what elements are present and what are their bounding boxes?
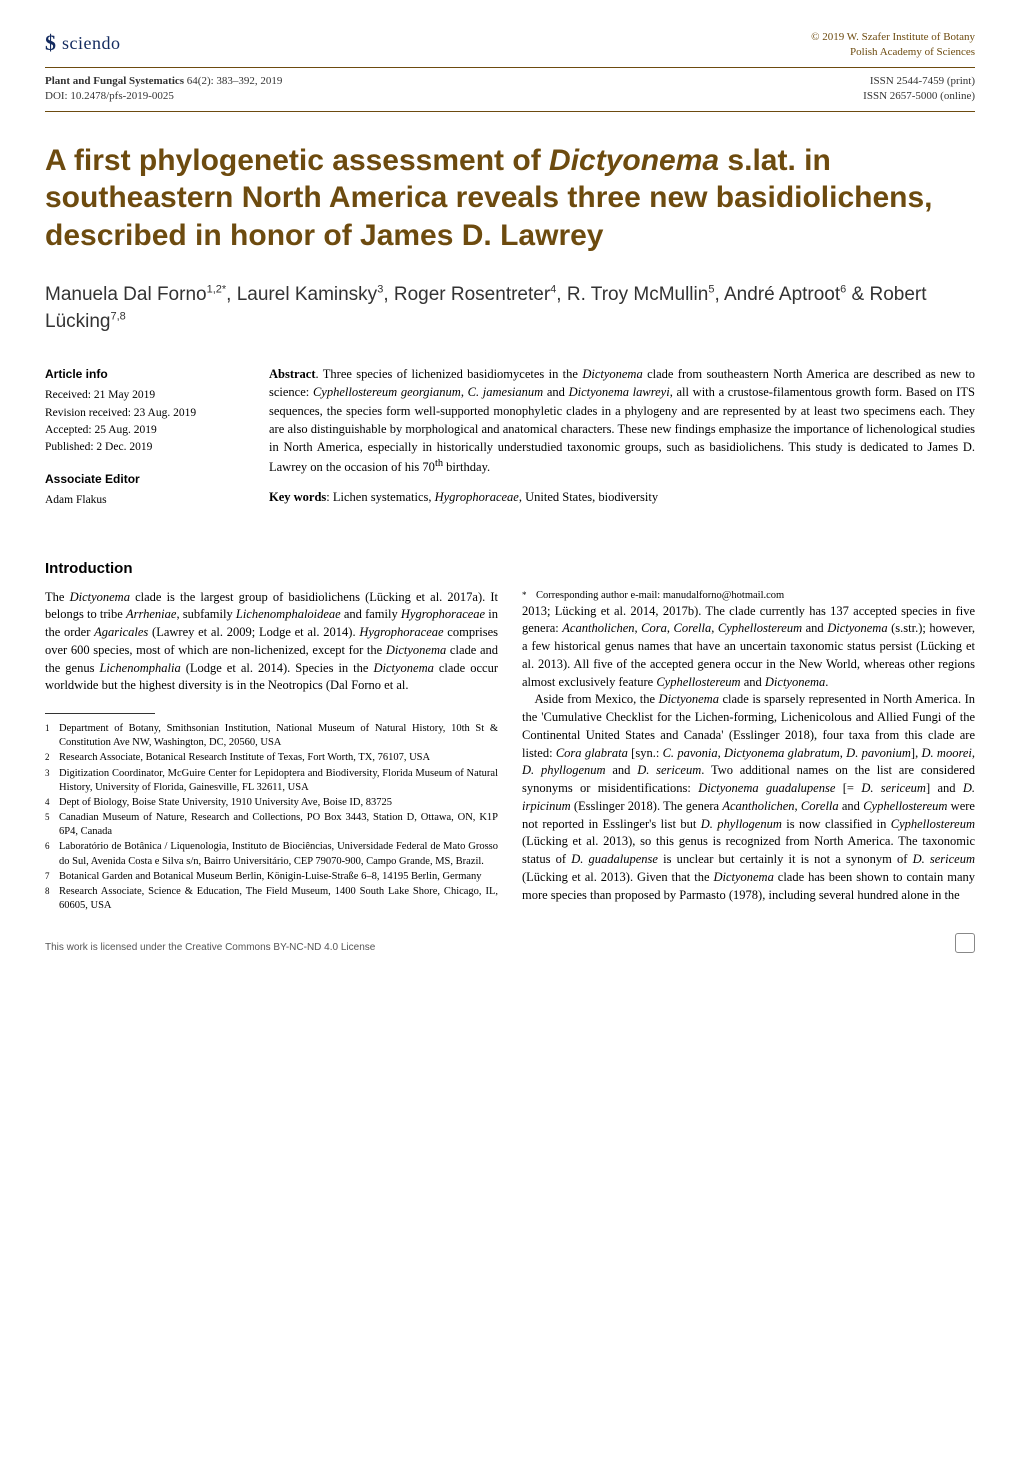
journal-title: Plant and Fungal Systematics: [45, 75, 184, 87]
rule: [45, 111, 975, 112]
affiliation-item: 1Department of Botany, Smithsonian Insti…: [45, 722, 498, 750]
affiliation-item: *Corresponding author e-mail: manudalfor…: [522, 589, 975, 603]
open-access-icon: [955, 933, 975, 953]
affiliation-item: 5Canadian Museum of Nature, Research and…: [45, 811, 498, 839]
logo-text: sciendo: [62, 33, 120, 54]
keywords-label: Key words: [269, 490, 326, 504]
doi: DOI: 10.2478/pfs-2019-0025: [45, 89, 282, 104]
meta-row: Plant and Fungal Systematics 64(2): 383–…: [45, 74, 975, 105]
copyright-line: © 2019 W. Szafer Institute of Botany: [811, 30, 975, 45]
journal-meta: Plant and Fungal Systematics 64(2): 383–…: [45, 74, 282, 105]
issn-meta: ISSN 2544-7459 (print) ISSN 2657-5000 (o…: [863, 74, 975, 105]
issn-online: ISSN 2657-5000 (online): [863, 89, 975, 104]
revision-date: Revision received: 23 Aug. 2019: [45, 405, 245, 422]
footer-row: This work is licensed under the Creative…: [45, 933, 975, 953]
rule: [45, 67, 975, 68]
affiliation-item: 8Research Associate, Science & Education…: [45, 885, 498, 913]
authors: Manuela Dal Forno1,2*, Laurel Kaminsky3,…: [45, 282, 975, 335]
body-para: Aside from Mexico, the Dictyonema clade …: [522, 691, 975, 904]
affiliation-item: 4Dept of Biology, Boise State University…: [45, 796, 498, 810]
intro-heading: Introduction: [45, 560, 975, 577]
assoc-editor-head: Associate Editor: [45, 470, 245, 488]
affiliation-item: 3Digitization Coordinator, McGuire Cente…: [45, 767, 498, 795]
body-columns: The Dictyonema clade is the largest grou…: [45, 589, 975, 914]
license-text: This work is licensed under the Creative…: [45, 942, 375, 953]
assoc-editor-name: Adam Flakus: [45, 492, 245, 509]
copyright-line: Polish Academy of Sciences: [811, 45, 975, 60]
article-title: A first phylogenetic assessment of Dicty…: [45, 142, 975, 255]
copyright-block: © 2019 W. Szafer Institute of Botany Pol…: [811, 30, 975, 61]
article-info-head: Article info: [45, 365, 245, 383]
logo-s-icon: $: [45, 30, 56, 56]
article-info-sidebar: Article info Received: 21 May 2019 Revis…: [45, 365, 245, 523]
open-access-badge: [955, 933, 975, 953]
footnote-rule: [45, 713, 155, 714]
affiliation-item: 7Botanical Garden and Botanical Museum B…: [45, 870, 498, 884]
received-date: Received: 21 May 2019: [45, 387, 245, 404]
abstract-row: Article info Received: 21 May 2019 Revis…: [45, 365, 975, 523]
keywords-line: Key words: Lichen systematics, Hygrophor…: [269, 488, 975, 506]
issue: 64(2): 383–392, 2019: [187, 75, 283, 87]
keywords-body: : Lichen systematics, Hygrophoraceae, Un…: [326, 490, 658, 504]
affiliation-item: 2Research Associate, Botanical Research …: [45, 751, 498, 765]
body-para: 2013; Lücking et al. 2014, 2017b). The c…: [522, 603, 975, 692]
abstract-label: Abstract: [269, 367, 316, 381]
accepted-date: Accepted: 25 Aug. 2019: [45, 422, 245, 439]
abstract-body: . Three species of lichenized basidiomyc…: [269, 367, 975, 474]
abstract-block: Abstract. Three species of lichenized ba…: [269, 365, 975, 523]
header-row: $ sciendo © 2019 W. Szafer Institute of …: [45, 30, 975, 61]
affiliation-item: 6Laboratório de Botânica / Liquenologia,…: [45, 840, 498, 868]
published-date: Published: 2 Dec. 2019: [45, 439, 245, 456]
issn-print: ISSN 2544-7459 (print): [863, 74, 975, 89]
body-para: The Dictyonema clade is the largest grou…: [45, 589, 498, 696]
publisher-logo: $ sciendo: [45, 30, 120, 56]
